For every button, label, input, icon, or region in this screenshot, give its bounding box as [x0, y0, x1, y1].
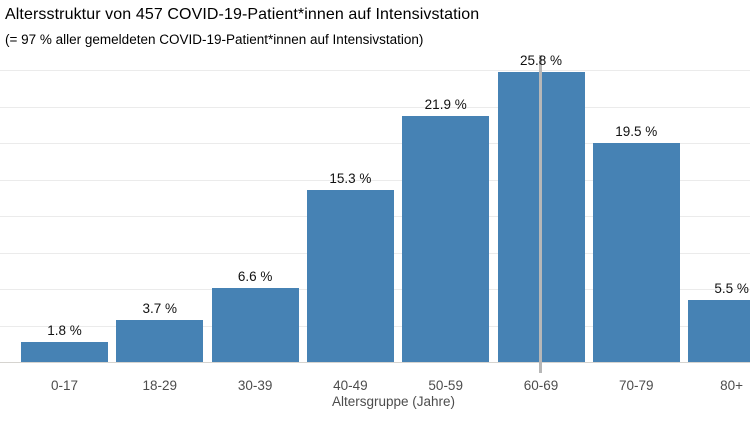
y-gridline — [0, 179, 750, 181]
x-tick-label: 80+ — [720, 378, 744, 393]
bar-value-label: 25.8 % — [519, 52, 563, 68]
x-tick-label: 40-49 — [333, 378, 368, 393]
hover-crosshair-line — [538, 55, 542, 373]
bar-18-29[interactable] — [116, 320, 204, 362]
y-gridline — [0, 106, 750, 108]
bar-value-label: 3.7 % — [142, 301, 178, 317]
x-tick-label: 60-69 — [523, 378, 559, 393]
y-gridline — [0, 143, 750, 144]
bar-50-59[interactable] — [402, 115, 490, 362]
bar-value-label: 6.6 % — [237, 268, 273, 284]
bar-value-label: 15.3 % — [329, 170, 372, 186]
bar-value-label: 1.8 % — [47, 322, 82, 338]
bar-value-label: 5.5 % — [714, 281, 749, 297]
y-gridline — [0, 70, 750, 71]
x-tick-label: 0-17 — [50, 378, 79, 393]
bar-70-79[interactable] — [592, 142, 680, 362]
x-tick-label: 30-39 — [237, 378, 273, 393]
chart-subtitle: (= 97 % aller gemeldeten COVID-19-Patien… — [5, 32, 424, 47]
x-axis-line — [0, 362, 750, 363]
x-tick-label: 18-29 — [142, 378, 178, 393]
bar-value-label: 19.5 % — [615, 123, 658, 139]
x-tick-label: 50-59 — [428, 378, 463, 393]
x-axis-title: Altersgruppe (Jahre) — [332, 394, 456, 409]
x-tick-label: 70-79 — [619, 378, 654, 393]
bar-30-39[interactable] — [211, 287, 299, 362]
bar-value-label: 21.9 % — [424, 96, 467, 112]
bar-40-49[interactable] — [306, 189, 394, 362]
chart-title: Altersstruktur von 457 COVID-19-Patient*… — [5, 6, 480, 23]
bar-80+[interactable] — [688, 300, 750, 362]
bar-0-17[interactable] — [21, 341, 108, 362]
